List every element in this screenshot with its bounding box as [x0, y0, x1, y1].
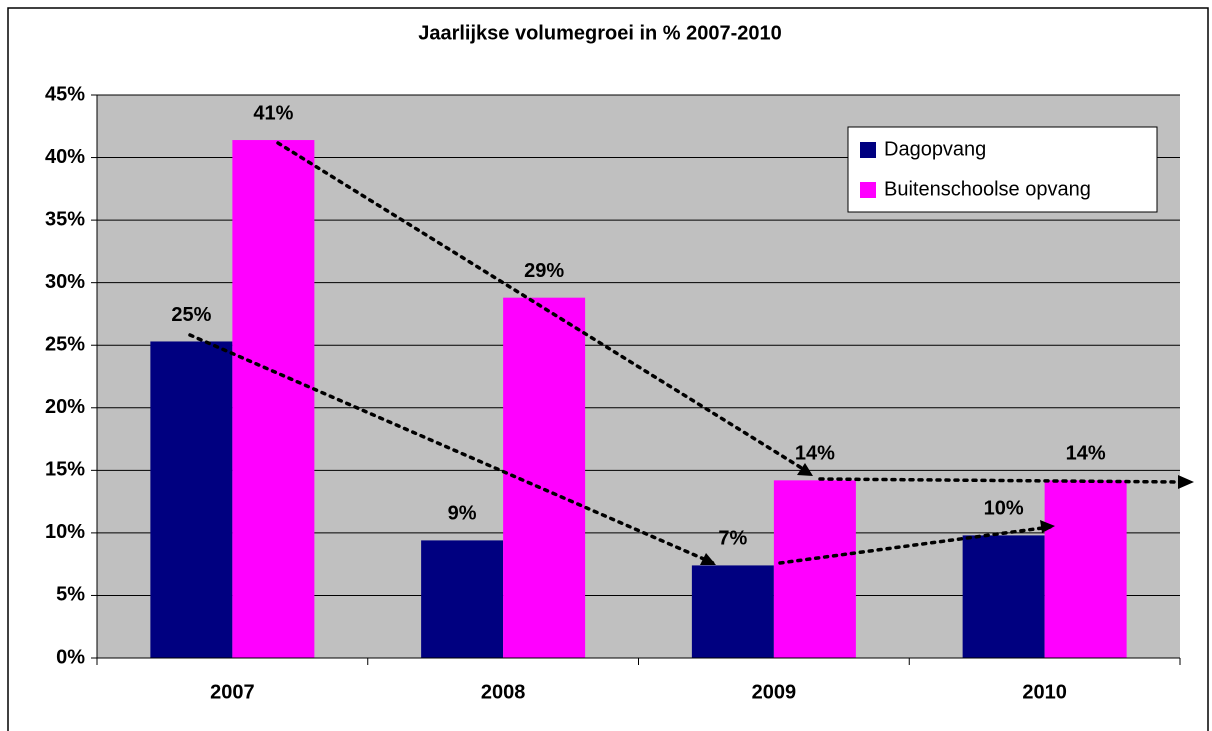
arrow-head [797, 463, 813, 476]
bar [962, 535, 1045, 658]
trend-line [818, 477, 1182, 484]
y-tick-label: 5% [56, 584, 85, 606]
trend-arrows [188, 141, 1182, 565]
bar [503, 297, 586, 658]
y-tick-label: 45% [45, 83, 85, 105]
legend-box [847, 126, 1158, 213]
legend-swatch [860, 142, 876, 158]
legend-swatch [860, 182, 876, 198]
x-tick-label: 2010 [1022, 681, 1067, 703]
arrow-head [1178, 475, 1194, 489]
bar [150, 341, 233, 658]
bar [691, 565, 774, 658]
y-tick-label: 40% [45, 146, 85, 168]
bar [773, 480, 856, 658]
bar [421, 540, 504, 658]
arrow-head [700, 553, 716, 565]
trend-line [188, 333, 715, 565]
arrow-head [1040, 520, 1055, 533]
y-tick-label: 15% [45, 459, 85, 481]
y-tick-label: 30% [45, 271, 85, 293]
y-tick-label: 25% [45, 334, 85, 356]
legend-label: Dagopvang [884, 138, 986, 160]
x-tick-label: 2009 [752, 681, 797, 703]
arrow-heads [700, 463, 1194, 565]
x-tick-label: 2008 [481, 681, 526, 703]
value-label: 9% [448, 503, 477, 525]
value-label: 29% [524, 260, 564, 282]
legend-label: Buitenschoolse opvang [884, 178, 1091, 200]
value-label: 14% [795, 443, 835, 465]
value-label: 7% [718, 528, 747, 550]
value-label: 10% [984, 498, 1024, 520]
y-tick-label: 0% [56, 646, 85, 668]
y-tick-label: 35% [45, 208, 85, 230]
y-tick-label: 10% [45, 521, 85, 543]
value-label: 25% [171, 304, 211, 326]
x-tick-label: 2007 [210, 681, 255, 703]
y-tick-label: 20% [45, 396, 85, 418]
trend-line [778, 525, 1052, 565]
bar [1044, 480, 1127, 658]
value-label: 14% [1066, 443, 1106, 465]
bar [232, 140, 315, 659]
value-label: 41% [253, 102, 293, 124]
chart-title: Jaarlijkse volumegroei in % 2007-2010 [418, 22, 782, 44]
